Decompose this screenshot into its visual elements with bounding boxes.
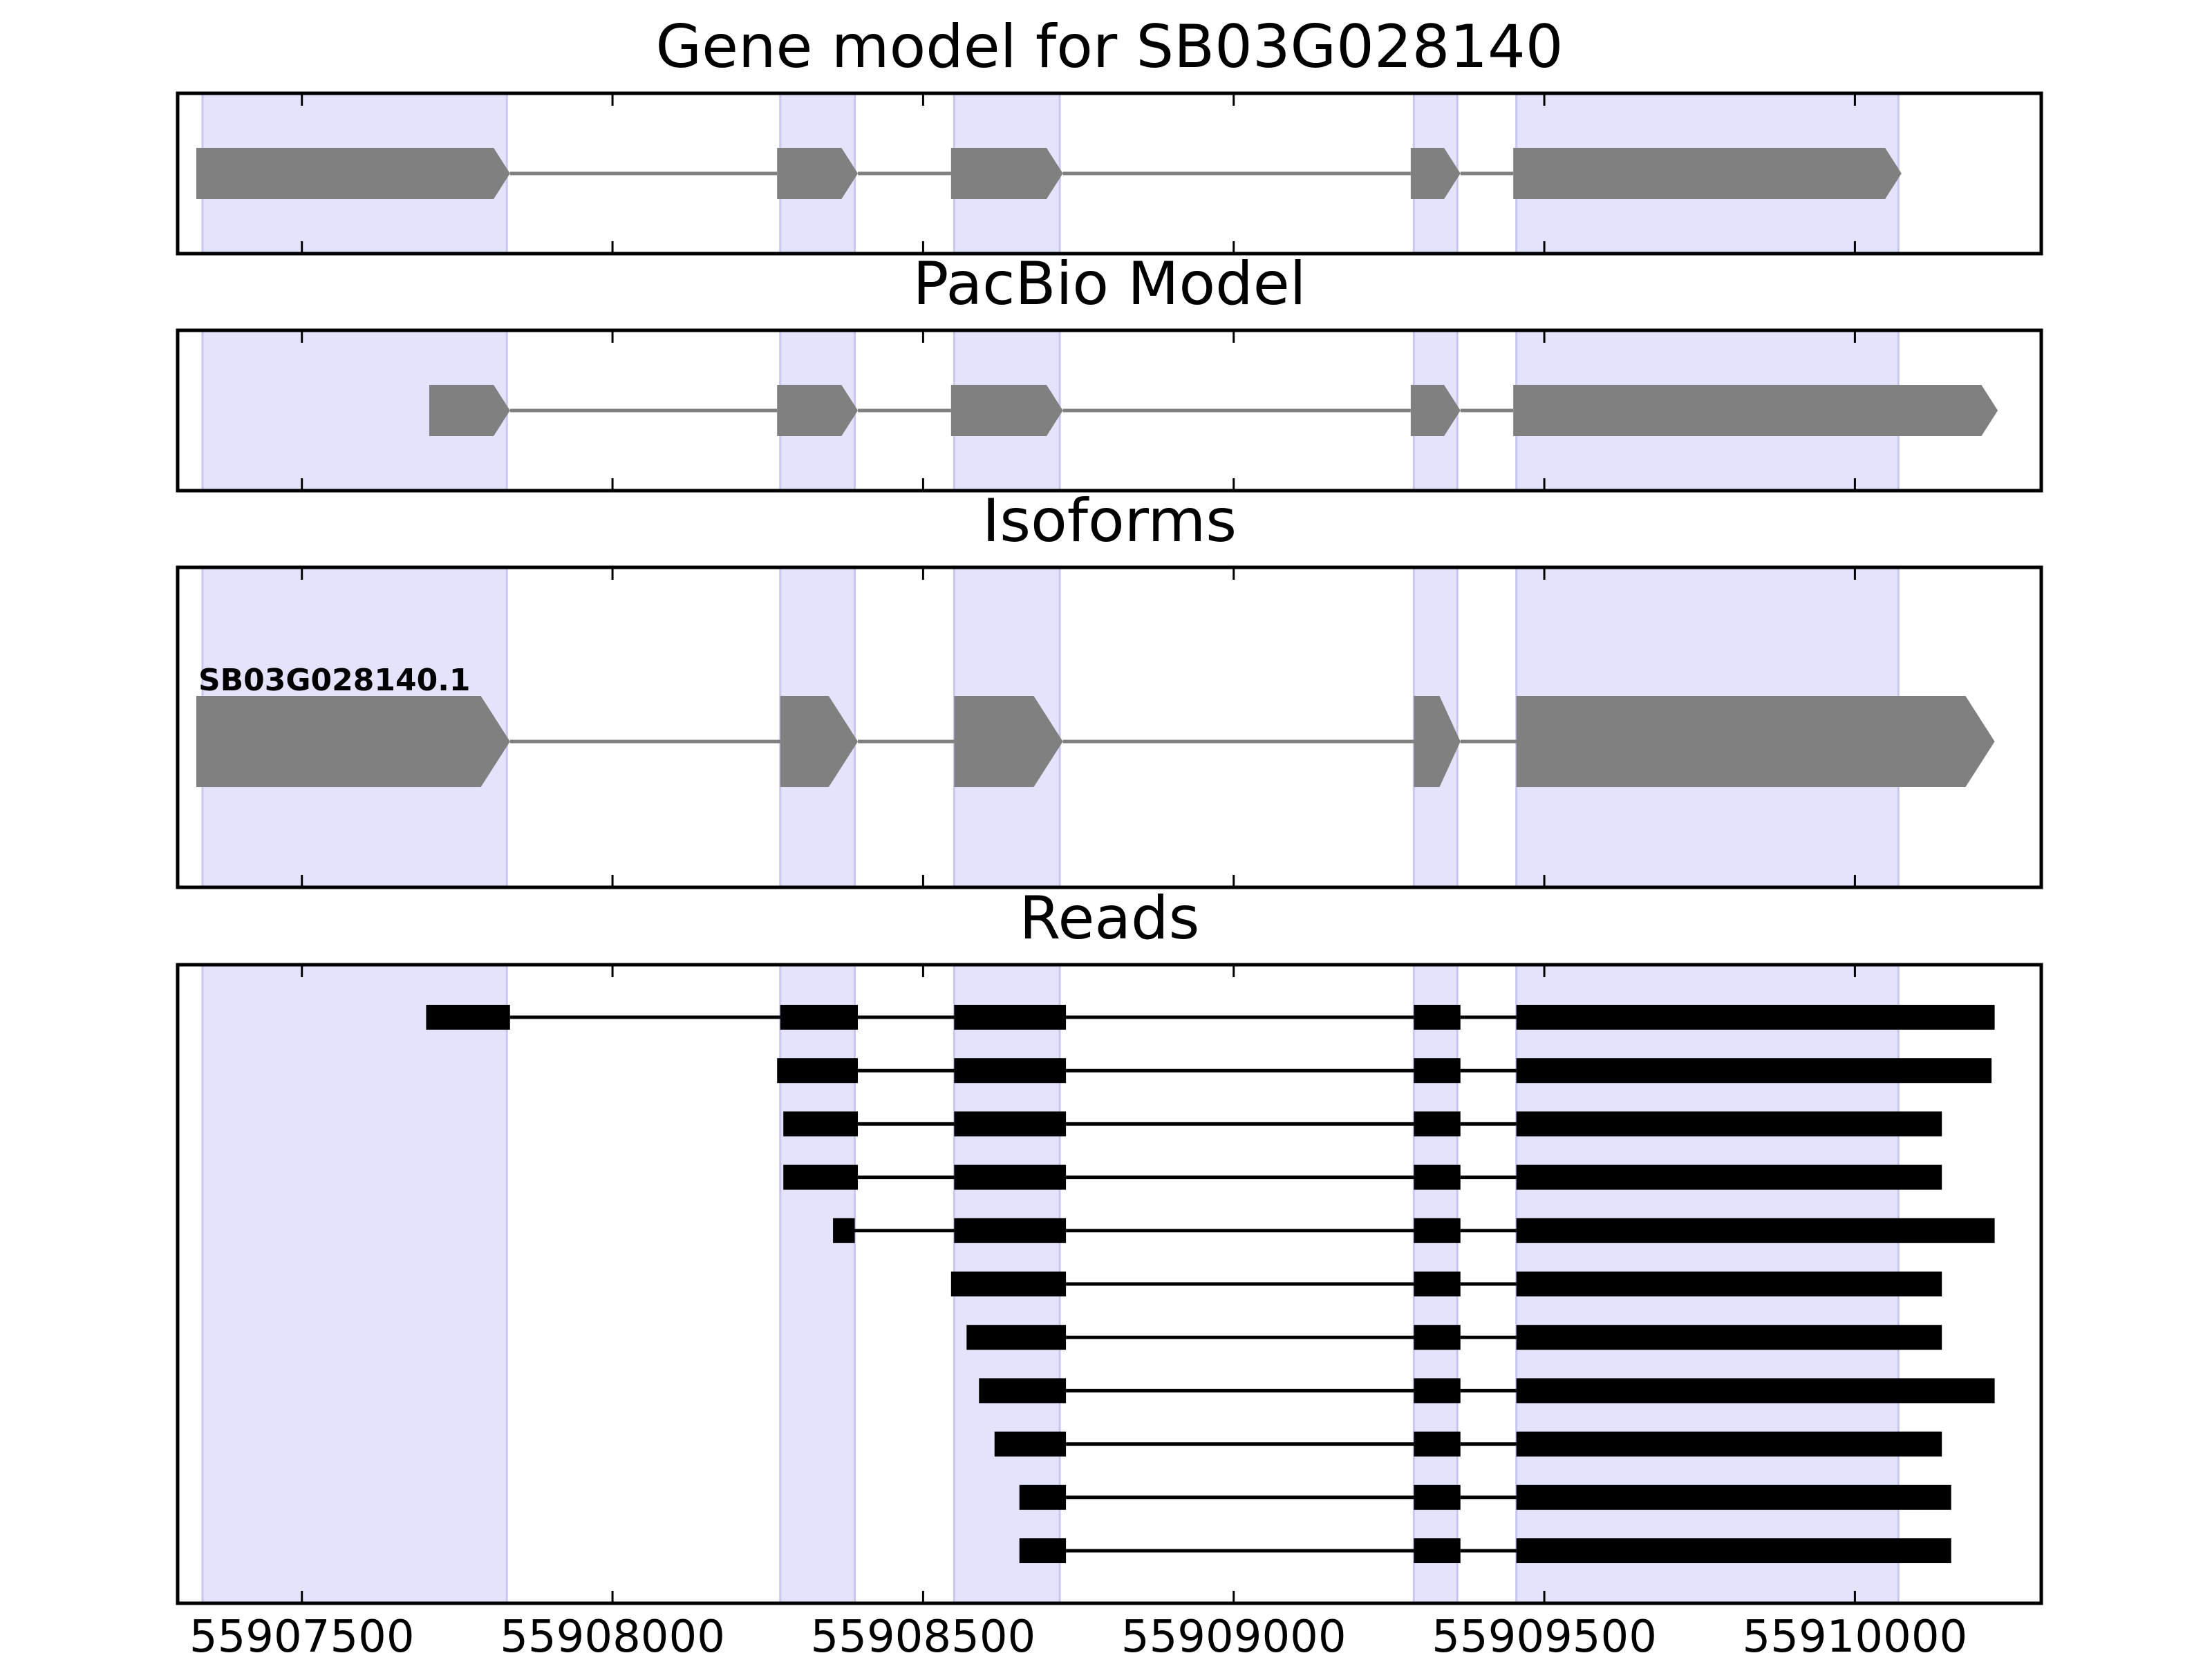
read-3-block-3: [1414, 1111, 1461, 1137]
read-2-block-2: [954, 1058, 1067, 1084]
isoforms-exon-4: [1414, 696, 1461, 787]
read-5-block-2: [954, 1218, 1067, 1243]
read-7-block-2: [1414, 1325, 1461, 1350]
read-5-block-1: [833, 1218, 855, 1243]
x-tick-label-5: 55909500: [1432, 1612, 1657, 1659]
x-tick-label-6: 55910000: [1743, 1612, 1968, 1659]
read-1-block-4: [1414, 1005, 1461, 1030]
read-4-block-2: [954, 1164, 1067, 1190]
read-2-block-4: [1516, 1058, 1992, 1084]
gene-model-exon-2: [777, 148, 859, 199]
pacbio-model-exon-3: [950, 385, 1063, 436]
read-10-block-2: [1414, 1484, 1461, 1510]
read-5-block-3: [1414, 1218, 1461, 1243]
read-1-block-5: [1516, 1005, 1995, 1030]
read-11-block-2: [1414, 1538, 1461, 1563]
gene-model-exon-1: [196, 148, 510, 199]
isoforms-axes-frame: [176, 565, 2043, 889]
x-tick-label-2: 55908000: [500, 1612, 725, 1659]
read-8-block-2: [1414, 1378, 1461, 1404]
read-3-block-4: [1516, 1111, 1942, 1137]
read-9-block-1: [994, 1431, 1067, 1457]
read-6-block-2: [1414, 1272, 1461, 1296]
reads-axes-frame: [176, 963, 2043, 1605]
read-4-block-3: [1414, 1164, 1461, 1190]
isoforms-exon-1: [196, 696, 510, 787]
read-2-block-3: [1414, 1058, 1461, 1084]
isoforms-exon-3: [954, 696, 1063, 787]
read-11-block-3: [1516, 1538, 1951, 1563]
read-7-block-1: [966, 1325, 1067, 1350]
gene-model-axes-frame: [176, 91, 2043, 256]
read-3-block-1: [783, 1111, 859, 1137]
read-4-block-1: [783, 1164, 859, 1190]
gene-model-exon-4: [1410, 148, 1461, 199]
pacbio-model-exon-5: [1513, 385, 1998, 436]
pacbio-model-title: PacBio Model: [912, 249, 1306, 319]
read-1-block-1: [426, 1005, 510, 1030]
x-tick-label-4: 55909000: [1121, 1612, 1347, 1659]
gene-model-title: Gene model for SB03G028140: [656, 12, 1564, 82]
read-9-block-2: [1414, 1431, 1461, 1457]
read-5-block-4: [1516, 1218, 1995, 1243]
read-8-block-3: [1516, 1378, 1995, 1404]
read-3-block-2: [954, 1111, 1067, 1137]
x-tick-label-3: 55908500: [811, 1612, 1036, 1659]
read-9-block-3: [1516, 1431, 1942, 1457]
read-10-block-1: [1019, 1484, 1067, 1510]
read-8-block-1: [979, 1378, 1067, 1404]
read-1-block-3: [954, 1005, 1067, 1030]
read-2-block-1: [777, 1058, 859, 1084]
isoforms-exon-5: [1516, 696, 1995, 787]
reads-title: Reads: [1020, 884, 1200, 953]
pacbio-model-exon-1: [429, 385, 510, 436]
gene-model-exon-5: [1513, 148, 1902, 199]
reads-exon-region-1: [201, 963, 508, 1605]
read-6-block-1: [950, 1272, 1067, 1296]
isoforms-isoform-label: SB03G028140.1: [198, 663, 471, 698]
pacbio-model-exon-2: [777, 385, 859, 436]
read-1-block-2: [780, 1005, 859, 1030]
x-tick-label-1: 55907500: [189, 1612, 415, 1659]
pacbio-model-axes-frame: [176, 328, 2043, 493]
read-10-block-3: [1516, 1484, 1951, 1510]
gene-model-exon-3: [950, 148, 1063, 199]
isoforms-title: Isoforms: [982, 487, 1237, 556]
isoforms-exon-2: [780, 696, 859, 787]
read-11-block-1: [1019, 1538, 1067, 1563]
read-6-block-3: [1516, 1272, 1942, 1296]
read-4-block-4: [1516, 1164, 1942, 1190]
pacbio-model-exon-4: [1410, 385, 1461, 436]
read-7-block-3: [1516, 1325, 1942, 1350]
